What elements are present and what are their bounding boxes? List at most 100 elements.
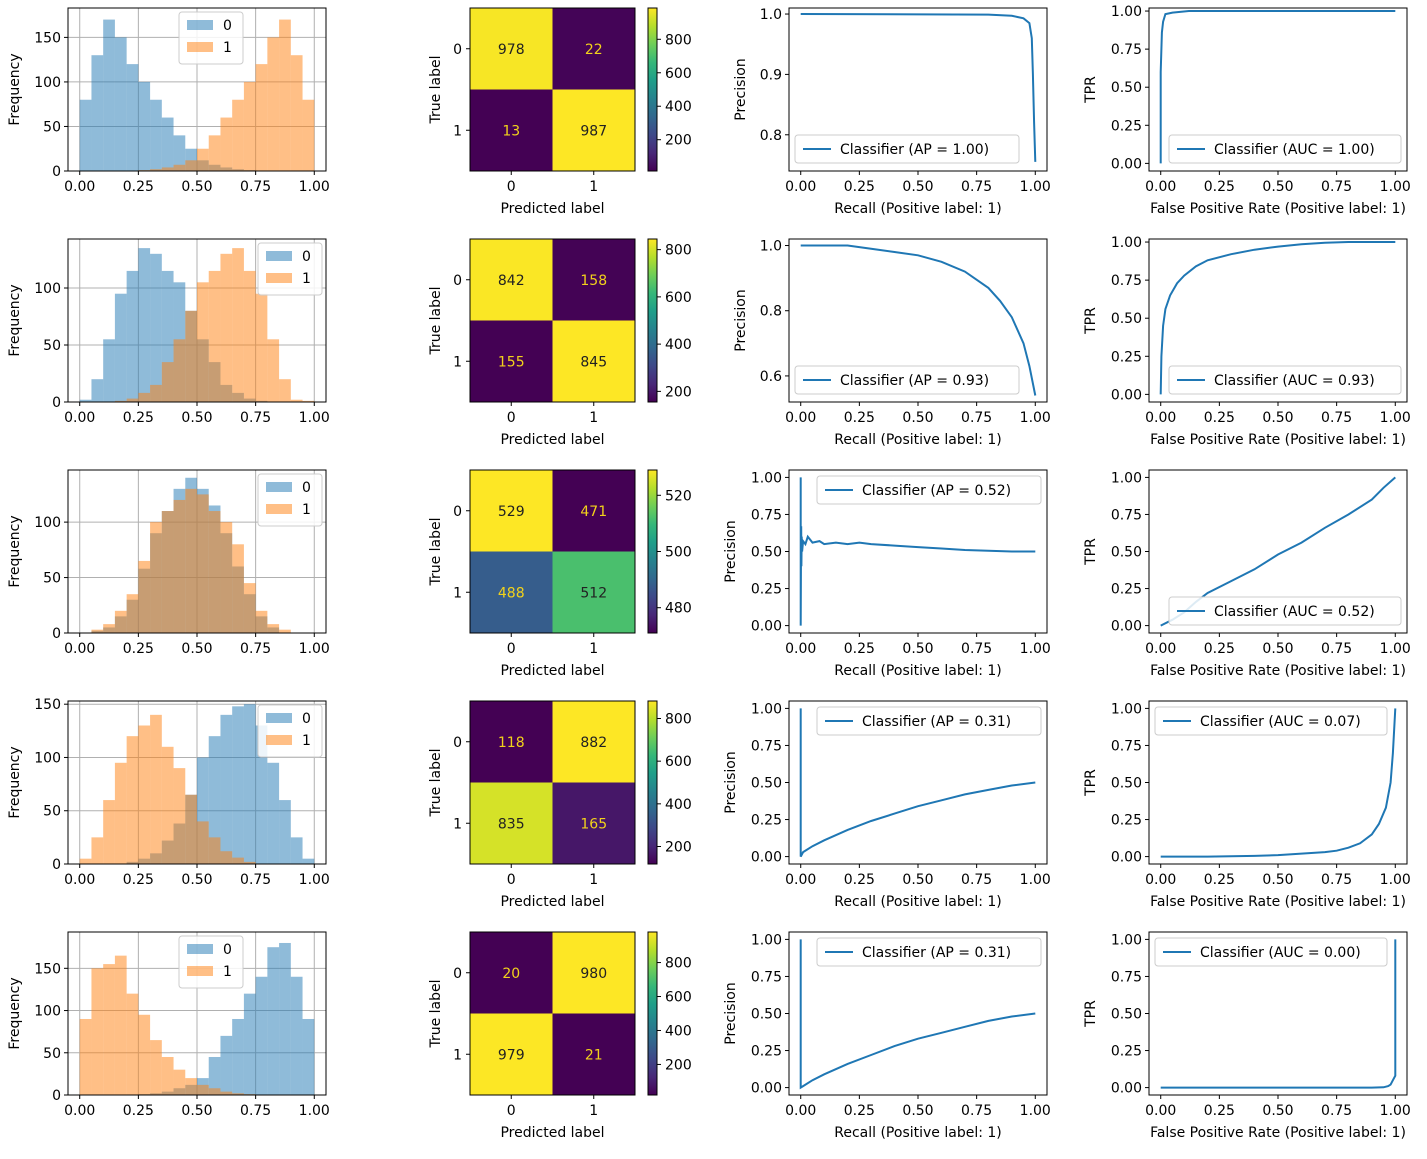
cm-value: 22 [585,42,603,58]
cm-cell [470,1013,553,1095]
x-tick-label: 0.25 [844,1103,875,1119]
confusion-matrix-chart: 978 22 13 987 0 0 1 1 Predicted label True label 2… [428,7,692,217]
axes-frame [788,238,1048,403]
histogram-chart: 0.00 0.25 0.50 0.75 1.00 0 50 100 150 Frequency 0 1 [7,697,330,888]
x-axis-label: Predicted label [500,201,604,217]
cm-value: 845 [580,354,607,370]
y-tick-label: 0 [52,626,61,642]
x-tick-label: 0.75 [240,179,271,195]
axes-frame [469,238,636,403]
axes-frame [1148,7,1408,172]
x-tick-label: 0.00 [64,179,95,195]
axes-frame [788,7,1048,172]
histogram-bar [185,794,197,864]
histogram-bar [150,99,162,171]
x-axis-label: Recall (Positive label: 1) [834,201,1002,217]
histogram-bar [243,81,256,171]
x-tick-label: 1.00 [1020,410,1051,426]
y-axis-label: True label [428,55,444,124]
histogram-bar [302,1018,315,1095]
y-tick-label: 100 [34,75,61,91]
histogram-bar [103,800,115,864]
y-tick-label: 0.8 [760,304,782,320]
x-tick-label: 1.00 [299,410,330,426]
legend-label: 1 [223,40,232,56]
histogram-bar [103,964,115,1095]
x-tick-label: 0.50 [1262,410,1293,426]
histogram-bar [290,976,303,1095]
y-tick-label: 1.00 [751,932,782,948]
x-tick-label: 0.75 [240,410,271,426]
histogram-bar [103,339,115,402]
x-axis-label: False Positive Rate (Positive label: 1) [1150,432,1406,448]
cm-value: 987 [580,123,607,139]
y-axis-label: Precision [733,289,749,351]
y-tick-label: 1 [453,123,462,139]
legend-swatch [187,966,213,976]
axes-frame [67,931,327,1096]
legend-label: 1 [302,502,311,518]
x-tick-label: 0.25 [123,872,154,888]
cm-cell [470,782,553,864]
histogram-bar [173,1069,186,1095]
colorbar-tick-label: 400 [665,337,692,353]
y-tick-label: 0.50 [1111,545,1142,561]
cm-cell [470,932,553,1014]
y-axis-label: True label [428,748,444,817]
y-tick-label: 1.0 [760,239,782,255]
confusion-matrix-chart: 529 471 488 512 0 0 1 1 Predicted label True labe… [428,469,692,679]
y-axis-label: TPR [1083,307,1099,335]
x-tick-label: 0.75 [240,1103,271,1119]
y-axis-label: TPR [1083,1000,1099,1028]
legend-label: Classifier (AUC = 1.00) [1214,142,1375,158]
legend-frame [1168,596,1402,626]
histogram-chart: 0.00 0.25 0.50 0.75 1.00 0 50 100 150 Frequency 0 1 [7,931,330,1119]
histogram-bar [126,594,139,633]
histogram-bar [197,494,209,633]
legend-label: Classifier (AUC = 0.93) [1214,373,1375,389]
histogram-bar [208,1088,221,1095]
x-tick-label: 1.00 [299,641,330,657]
y-tick-label: 0.25 [1111,349,1142,365]
x-tick-label: 0.00 [785,872,816,888]
legend-frame [816,475,1042,505]
legend-frame [1168,134,1402,164]
legend-frame [1154,937,1388,967]
legend-frame [257,242,323,296]
x-tick-label: 0 [507,641,516,657]
y-tick-label: 100 [34,1004,61,1020]
colorbar-tick-label: 520 [665,488,692,504]
colorbar [647,931,658,1096]
legend-frame [257,473,323,527]
y-tick-label: 150 [34,961,61,977]
histogram-bar [150,1040,162,1095]
y-tick-label: 0 [453,273,462,289]
histogram-chart: 0.00 0.25 0.50 0.75 1.00 0 50 100 150 Frequency 0 1 [7,7,330,195]
y-tick-label: 0.50 [751,776,782,792]
histogram-bar [220,1035,233,1095]
x-tick-label: 0.00 [1145,641,1176,657]
histogram-bar [114,955,127,1095]
colorbar-tick-label: 480 [665,601,692,617]
roc-chart: 0.00 0.25 0.50 0.75 1.00 0.00 0.25 0.50 0.75 1.00… [1083,235,1411,448]
axes-frame [788,469,1048,634]
x-tick-label: 0.50 [181,641,212,657]
histogram-bar [91,379,104,402]
x-axis-label: Predicted label [500,432,604,448]
histogram-bar [279,19,291,171]
histogram-bar [79,99,92,171]
histogram-bar [197,1084,209,1095]
axes-frame [67,700,327,865]
y-axis-label: Precision [723,751,739,813]
colorbar-tick-label: 400 [665,99,692,115]
colorbar-tick-label: 800 [665,956,692,972]
x-tick-label: 0.25 [123,410,154,426]
legend-swatch [266,504,292,514]
y-tick-label: 1.00 [751,701,782,717]
cm-value: 835 [498,816,525,832]
cm-value: 979 [498,1047,525,1063]
colorbar [647,469,658,634]
y-tick-label: 0.75 [1111,507,1142,523]
x-tick-label: 0.25 [1204,179,1235,195]
histogram-bar [243,993,256,1095]
